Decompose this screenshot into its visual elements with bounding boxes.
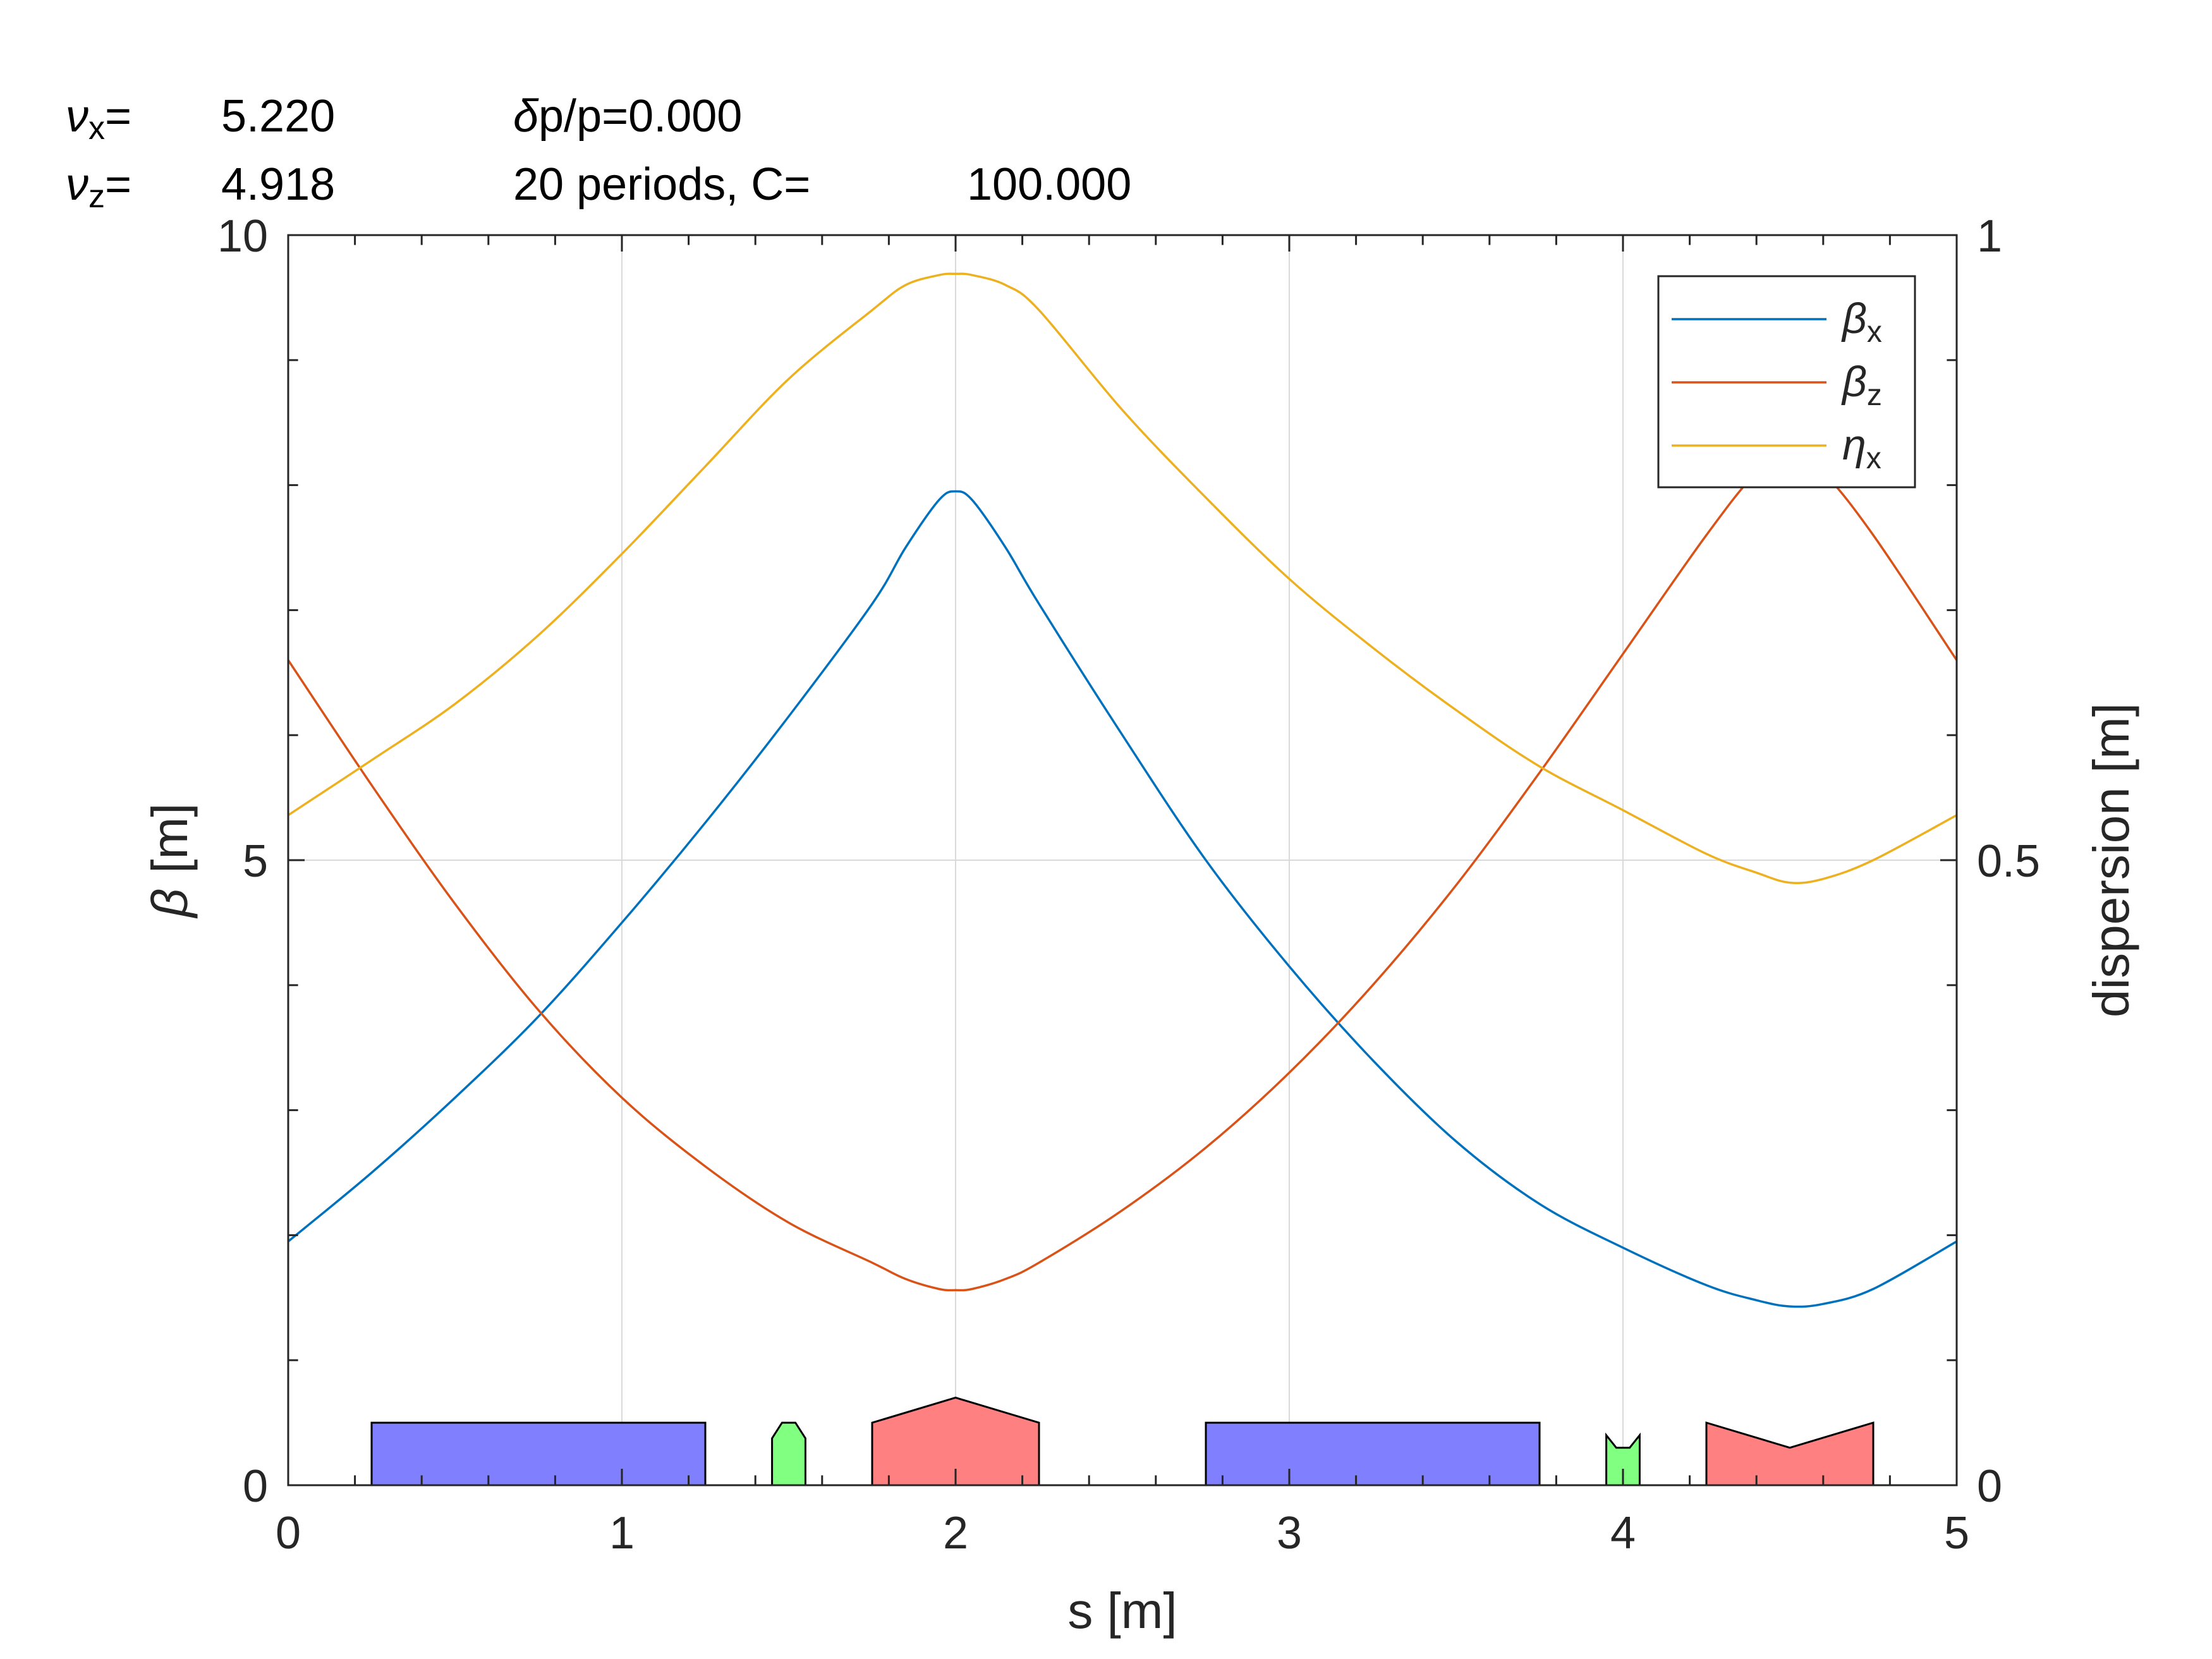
svg-text:νz=: νz= [66, 159, 131, 215]
x-tick-label: 3 [1277, 1508, 1302, 1559]
y-tick-label: 10 [217, 211, 268, 262]
x-axis-label: s [m] [1067, 1583, 1177, 1639]
series-line-z-1 [287, 453, 1958, 1292]
legend: βx βz ηx [1657, 275, 1916, 489]
circumference-value: 100.000 [967, 159, 1131, 210]
nuz-equals: = [105, 159, 131, 210]
y-axis-label-unit: [m] [142, 803, 198, 873]
nuz-symbol: ν [66, 159, 88, 210]
y-tick-label: 5 [243, 836, 268, 887]
x-tick-label: 0 [276, 1508, 301, 1559]
lattice-elements [370, 1396, 1875, 1486]
tune-header: νx= 5.220 δp/p=0.000 νz= 4.918 20 period… [66, 91, 1131, 215]
lattice-pentup [771, 1421, 806, 1486]
series-line-x-2 [288, 272, 1957, 884]
nux-symbol: ν [66, 91, 88, 142]
dpp-text: p/p=0.000 [538, 91, 742, 142]
svg-text:νx=: νx= [66, 91, 131, 147]
y-axis-label-symbol: β [142, 889, 198, 919]
series-lines [287, 272, 1958, 1308]
legend-label: ηx [1842, 421, 1881, 475]
x-tick-label: 1 [609, 1508, 635, 1559]
y2-tick-label: 1 [1977, 211, 2002, 262]
nux-value: 5.220 [221, 91, 335, 142]
legend-label: βz [1841, 358, 1882, 412]
series-line-x-0 [287, 490, 1957, 1308]
nuz-value: 4.918 [221, 159, 335, 210]
periods-text: 20 periods, C= [513, 159, 810, 210]
y-axis-label: β [m] [142, 803, 198, 919]
legend-label: βx [1841, 295, 1882, 349]
x-tick-label: 2 [943, 1508, 968, 1559]
svg-text:δp/p=0.000: δp/p=0.000 [513, 91, 742, 142]
y2-axis-label: dispersion [m] [2083, 703, 2139, 1018]
dpp-delta: δ [513, 91, 539, 142]
nux-subscript: x [88, 110, 105, 147]
nux-equals: = [105, 91, 131, 142]
y2-tick-label: 0 [1977, 1461, 2002, 1512]
x-tick-label: 5 [1944, 1508, 1969, 1559]
y2-tick-label: 0.5 [1977, 836, 2040, 887]
x-tick-label: 4 [1610, 1508, 1636, 1559]
y-tick-label: 0 [243, 1461, 268, 1512]
grid [288, 235, 1957, 1485]
nuz-subscript: z [88, 178, 105, 215]
